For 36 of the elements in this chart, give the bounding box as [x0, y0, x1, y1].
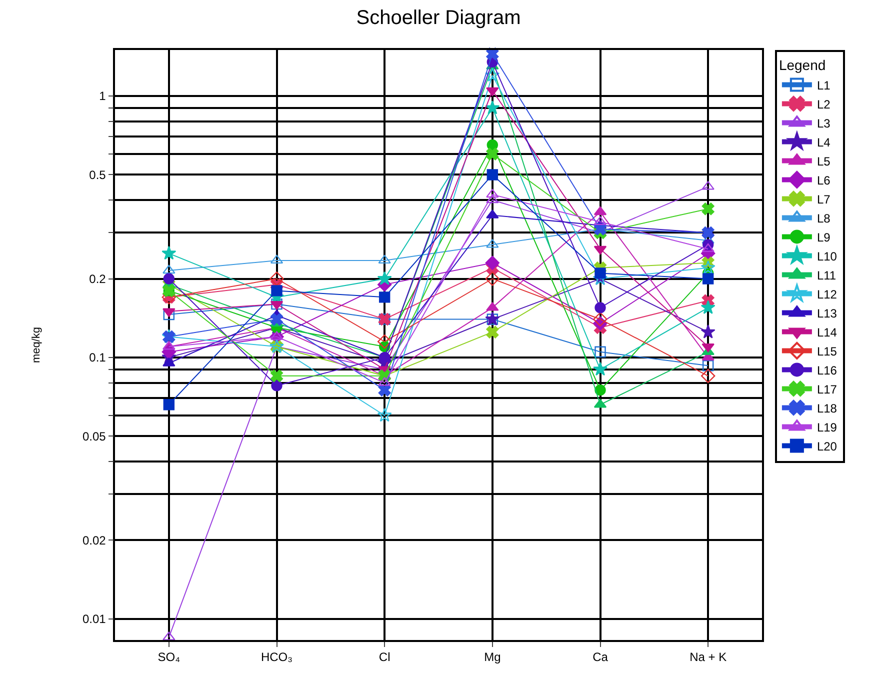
legend-label: L16	[816, 363, 838, 378]
y-tick-label: 0.1	[89, 350, 106, 365]
x-tick-label: Ca	[592, 650, 608, 664]
y-tick-label: 0.5	[89, 168, 106, 182]
legend-title: Legend	[778, 57, 826, 74]
legend-label: L13	[816, 306, 838, 320]
legend-label: L9	[816, 230, 831, 244]
legend-label: L3	[816, 116, 831, 130]
legend-label: L2	[816, 97, 831, 112]
legend-label: L5	[816, 154, 831, 168]
y-tick-label: 0.01	[82, 612, 106, 626]
legend-label: L4	[816, 135, 831, 150]
chart-title: Schoeller Diagram	[356, 7, 521, 30]
legend-label: L14	[816, 325, 838, 340]
legend-label: L1	[816, 78, 831, 92]
legend-label: L17	[816, 382, 838, 396]
x-tick-label: SO₄	[158, 650, 180, 664]
legend-label: L7	[816, 192, 831, 206]
legend-label: L12	[816, 287, 838, 302]
legend-label: L10	[816, 249, 838, 264]
legend-label: L8	[816, 211, 831, 226]
legend-label: L11	[816, 268, 836, 282]
x-tick-label: HCO₃	[260, 650, 293, 664]
x-tick-label: Mg	[484, 650, 501, 664]
y-tick-label: 0.2	[89, 272, 106, 286]
legend-label: L18	[816, 401, 838, 416]
legend-label: L19	[816, 420, 838, 434]
x-tick-label: Na + K	[690, 650, 727, 664]
y-tick-label: 0.05	[82, 429, 106, 444]
legend-label: L20	[816, 439, 838, 454]
legend-label: L6	[816, 173, 831, 188]
y-tick-label: 0.02	[82, 533, 106, 548]
y-tick-label: 1	[99, 89, 106, 104]
legend-label: L15	[816, 344, 838, 358]
y-axis-title: meq/kg	[30, 326, 43, 364]
x-tick-label: Cl	[378, 650, 390, 664]
